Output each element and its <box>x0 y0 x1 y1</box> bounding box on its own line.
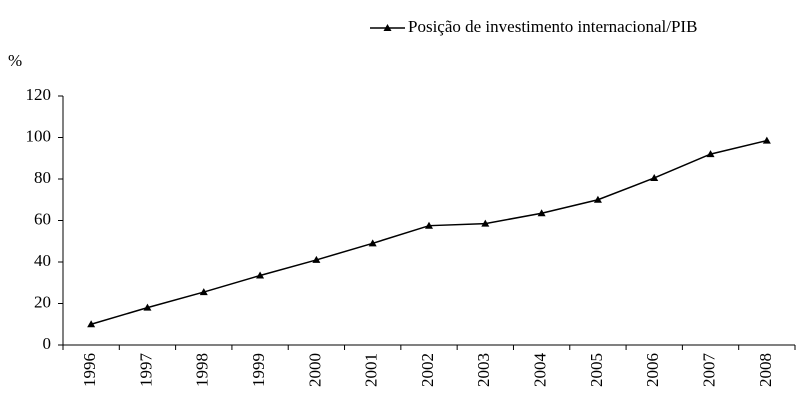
x-tick-label: 2003 <box>474 353 493 387</box>
x-tick-label: 2000 <box>305 353 324 387</box>
x-tick-label: 2006 <box>643 353 662 387</box>
y-axis-label: % <box>8 51 22 70</box>
x-tick-label: 2001 <box>362 353 381 387</box>
y-tick-label: 60 <box>34 209 51 228</box>
marker <box>706 150 715 158</box>
x-tick-label: 1997 <box>136 353 155 388</box>
marker <box>425 221 433 229</box>
marker <box>312 255 321 263</box>
y-tick-label: 0 <box>43 334 52 353</box>
marker <box>537 209 546 217</box>
marker <box>593 195 602 203</box>
x-tick-label: 2007 <box>699 353 718 388</box>
x-tick-label: 1999 <box>249 353 268 387</box>
x-tick-label: 2004 <box>531 353 550 388</box>
x-tick-label: 1996 <box>80 353 99 387</box>
x-tick-label: 2005 <box>587 353 606 387</box>
marker <box>650 173 659 181</box>
marker <box>199 288 208 296</box>
marker <box>368 239 377 247</box>
y-tick-label: 80 <box>34 168 51 187</box>
x-tick-label: 2008 <box>756 353 775 387</box>
y-tick-label: 20 <box>34 292 51 311</box>
data-line <box>90 139 768 325</box>
marker <box>87 320 96 328</box>
y-tick-label: 40 <box>34 251 51 270</box>
marker <box>256 271 265 279</box>
legend-marker <box>383 24 392 31</box>
legend-label: Posição de investimento internacional/PI… <box>408 17 697 36</box>
marker <box>143 303 152 311</box>
x-tick-label: 2002 <box>418 353 437 387</box>
marker <box>762 136 771 144</box>
x-tick-label: 1998 <box>193 353 212 387</box>
y-tick-label: 100 <box>26 126 52 145</box>
y-tick-label: 120 <box>26 85 52 104</box>
marker <box>481 219 490 227</box>
